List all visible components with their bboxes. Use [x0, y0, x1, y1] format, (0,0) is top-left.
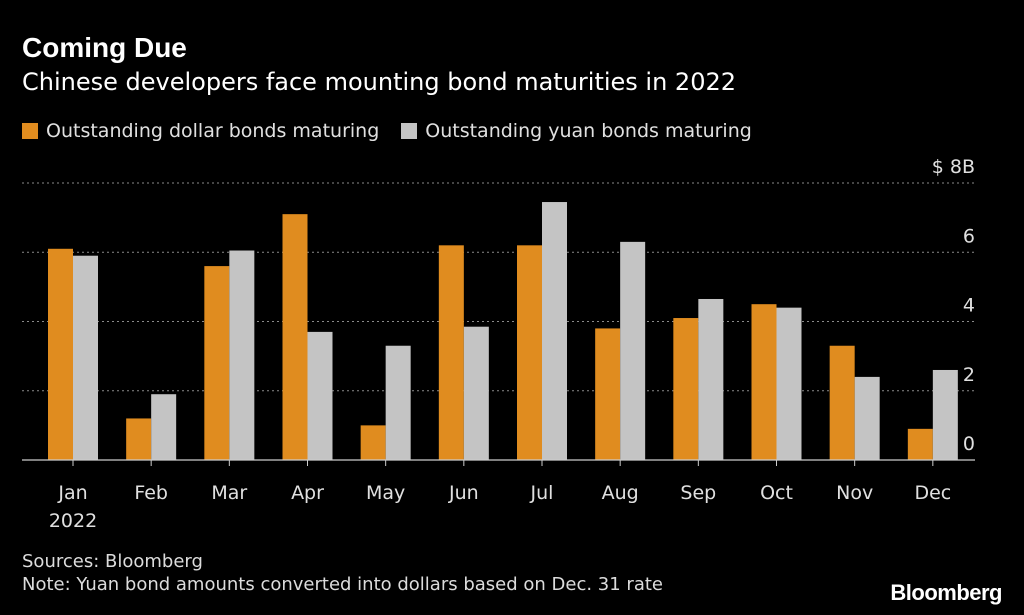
- chart-subtitle: Chinese developers face mounting bond ma…: [22, 68, 737, 96]
- bar-yuan: [698, 298, 724, 460]
- y-tick-label: $ 8B: [932, 156, 975, 178]
- legend-item-dollar: Outstanding dollar bonds maturing: [22, 120, 379, 142]
- bar-yuan: [229, 250, 255, 460]
- y-tick-label: 6: [963, 225, 975, 247]
- bar-yuan: [776, 307, 802, 460]
- footer-notes: Sources: Bloomberg Note: Yuan bond amoun…: [22, 550, 663, 596]
- x-tick-label: Jul: [530, 482, 554, 504]
- bar-dollar: [48, 248, 73, 460]
- bar-dollar: [517, 245, 542, 460]
- bar-dollar: [829, 345, 855, 460]
- y-tick-label: 2: [963, 364, 975, 386]
- legend-label-dollar: Outstanding dollar bonds maturing: [46, 120, 380, 142]
- bar-yuan: [73, 255, 98, 460]
- bar-yuan: [854, 376, 880, 460]
- bar-yuan: [932, 369, 958, 460]
- bar-dollar: [595, 328, 621, 460]
- legend-swatch-dollar: [22, 123, 38, 139]
- bar-yuan: [463, 326, 489, 460]
- bar-dollar: [751, 304, 777, 460]
- x-tick-label: Mar: [211, 482, 247, 504]
- x-tick-label: Feb: [134, 482, 168, 504]
- bar-yuan: [542, 202, 567, 460]
- x-tick-label: Dec: [914, 482, 951, 504]
- x-tick-label: Sep: [680, 482, 716, 504]
- bar-dollar: [907, 428, 933, 460]
- bar-dollar: [282, 214, 308, 460]
- x-year-label: 2022: [49, 510, 97, 532]
- bar-yuan: [307, 331, 333, 460]
- legend-label-yuan: Outstanding yuan bonds maturing: [425, 120, 752, 142]
- bar-dollar: [126, 418, 152, 460]
- x-tick-label: Jan: [57, 482, 87, 504]
- y-tick-label: 4: [963, 295, 975, 317]
- y-tick-label: 0: [963, 433, 975, 455]
- bar-dollar: [360, 425, 386, 460]
- bar-yuan: [620, 241, 646, 460]
- bars: [48, 202, 958, 460]
- chart-title: Coming Due: [22, 32, 187, 63]
- bar-yuan: [151, 394, 177, 460]
- axes: 0 2 4 6 $ 8B Jan Feb Mar Apr May Jun Jul Aug Sep Oct No…: [22, 156, 975, 532]
- x-tick-label: May: [366, 482, 405, 504]
- bloomberg-logo: Bloomberg: [890, 580, 1002, 605]
- x-tick-label: Aug: [602, 482, 639, 504]
- x-tick-label: Apr: [291, 482, 324, 504]
- bar-dollar: [438, 245, 464, 460]
- legend-item-yuan: Outstanding yuan bonds maturing: [401, 120, 752, 142]
- sources-text: Sources: Bloomberg: [22, 551, 203, 572]
- bar-yuan: [385, 345, 411, 460]
- bar-dollar: [673, 318, 699, 460]
- note-text: Note: Yuan bond amounts converted into d…: [22, 574, 663, 595]
- legend: Outstanding dollar bonds maturing Outsta…: [22, 120, 774, 142]
- gridlines: [22, 182, 975, 392]
- legend-swatch-yuan: [401, 123, 418, 139]
- x-tick-label: Jun: [448, 482, 479, 504]
- x-tick-label: Nov: [836, 482, 873, 504]
- x-tick-label: Oct: [760, 482, 793, 504]
- bar-dollar: [204, 266, 230, 460]
